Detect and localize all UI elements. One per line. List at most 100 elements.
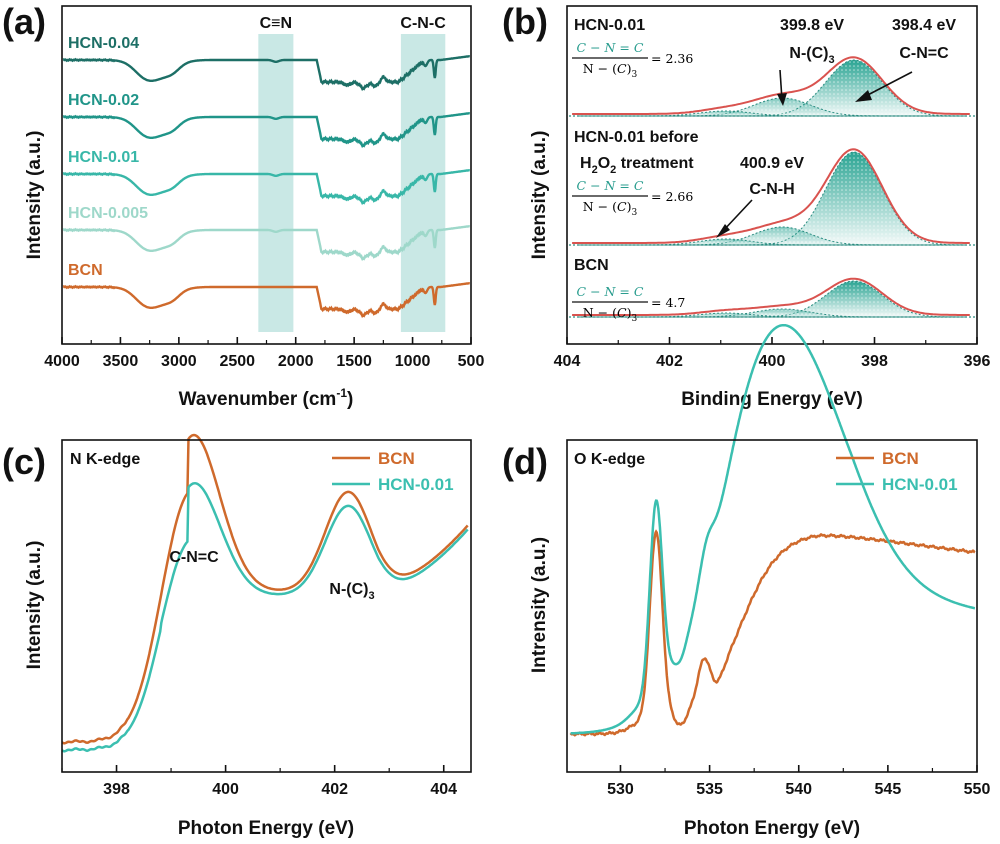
b-ratio-value-0: = 2.36 <box>651 51 693 66</box>
nk-line-hcn-0.01 <box>61 481 469 753</box>
b-ratio-numerator-0: C − N = C <box>577 40 644 55</box>
panel-d-xtick-label-3: 545 <box>875 781 902 798</box>
panel-a-label: (a) <box>2 1 46 42</box>
panel-c-frame <box>61 439 472 773</box>
b-peak-label-1: N-(C)3 <box>789 45 834 66</box>
ftir-series-label-3: HCN-0.005 <box>68 205 148 222</box>
panel-c-xtick-label-0: 398 <box>103 781 130 798</box>
d-legend-label-1: HCN-0.01 <box>882 475 958 494</box>
panel-d-xtick-label-4: 550 <box>964 781 991 798</box>
ftir-line-hcn-0.04 <box>62 55 470 92</box>
panel-c-xtick-label-2: 402 <box>321 781 348 798</box>
b-h: H <box>580 155 592 172</box>
b-peak-value-2: 400.9 eV <box>740 155 804 172</box>
c-legend-label-0: BCN <box>378 449 415 468</box>
b-arrowhead-1 <box>777 93 787 106</box>
b-arrowhead-0 <box>855 90 872 102</box>
xps-envelope-1 <box>572 148 970 244</box>
panel-d: (d) 530 535 540 545 550 O K-edge BCN HCN-0.01… <box>502 323 991 839</box>
b-h-sub: 2 <box>592 164 598 176</box>
panel-c-xtick-label-1: 400 <box>212 781 239 798</box>
b-peak-value-0: 398.4 eV <box>892 17 956 34</box>
panel-d-label: (d) <box>502 441 548 482</box>
panel-c: (c) 398 400 402 404 N K-edge C-N=C N-(C)3 B… <box>2 433 472 839</box>
ftir-series-label-1: HCN-0.02 <box>68 92 139 109</box>
panel-a-xlabel-tail: ) <box>347 389 353 410</box>
panel-a-xtick-label-0: 4000 <box>44 353 80 370</box>
ftir-line-hcn-0.02 <box>62 112 470 149</box>
c-legend-label-1: HCN-0.01 <box>378 475 454 494</box>
ftir-series-label-0: HCN-0.04 <box>68 35 139 52</box>
panel-a-xtick-label-4: 2000 <box>278 353 314 370</box>
panel-d-title: O K-edge <box>574 451 645 468</box>
panel-c-ylabel: Intensity (a.u.) <box>24 541 45 670</box>
b-o: O <box>598 155 610 172</box>
panel-b-ylabel: Intensity (a.u.) <box>529 131 550 260</box>
shaded-region-0 <box>258 34 294 332</box>
ftir-series-label-2: HCN-0.01 <box>68 149 139 166</box>
panel-b-xtick-label-1: 402 <box>656 353 683 370</box>
b-ratio-value-1: = 2.66 <box>651 189 693 204</box>
xps-envelope-2 <box>572 277 970 316</box>
panel-b-label: (b) <box>502 1 548 42</box>
b-ratio-value-2: = 4.7 <box>651 295 685 310</box>
ftir-line-bcn <box>62 282 470 319</box>
ftir-series-label-4: BCN <box>68 262 103 279</box>
panel-a-xtick-label-1: 3500 <box>103 353 139 370</box>
panel-a-xtick-label-2: 3000 <box>161 353 197 370</box>
panel-d-ylabel: Intrensity (a.u.) <box>529 537 550 673</box>
b-peak-label-1-main: N-(C) <box>789 45 828 62</box>
panel-c-title: N K-edge <box>70 451 140 468</box>
b-ratio-denominator-2: N − (C)3 <box>583 305 638 324</box>
panel-a-xlabel: Wavenumber (cm-1) <box>179 386 354 410</box>
b-ratio-numerator-2: C − N = C <box>577 284 644 299</box>
b-treatment: treatment <box>616 155 694 172</box>
shaded-region-1 <box>400 34 446 332</box>
b-series-name-1-line2: H2O2 treatment <box>580 155 694 176</box>
b-peak-label-0: C-N=C <box>899 45 949 62</box>
c-annotation-0: C-N=C <box>169 549 219 566</box>
b-peak-label-2: C-N-H <box>749 181 794 198</box>
ftir-line-hcn-0.005 <box>62 225 470 262</box>
panel-a-xtick-label-6: 1000 <box>395 353 431 370</box>
nk-line-bcn <box>61 433 469 745</box>
panel-a-ylabel: Intensity (a.u.) <box>24 131 45 260</box>
ok-line-hcn-0.01 <box>570 323 976 735</box>
panel-c-xtick-label-3: 404 <box>430 781 457 798</box>
panel-b-xtick-label-0: 404 <box>554 353 581 370</box>
panel-d-frame <box>566 439 978 773</box>
b-arrowhead-2 <box>716 224 730 238</box>
panel-a-xtick-label-7: 500 <box>458 353 485 370</box>
c-annotation-1: N-(C)3 <box>329 581 374 602</box>
xps-envelope-0 <box>572 56 970 115</box>
ftir-line-hcn-0.01 <box>62 169 470 206</box>
panel-d-xtick-label-1: 535 <box>696 781 723 798</box>
panel-a: (a) C≡N C-N-C HCN-0.04 HCN-0.02 HCN-0.01 HCN… <box>2 1 484 410</box>
b-arrow-0 <box>861 71 913 99</box>
shaded-region-label-1: C-N-C <box>400 15 446 32</box>
b-o-sub: 2 <box>610 164 616 176</box>
b-peak-label-1-sub: 3 <box>828 54 834 66</box>
panel-a-xtick-label-5: 1500 <box>336 353 372 370</box>
b-peak-value-1: 399.8 eV <box>780 17 844 34</box>
b-series-name-0: HCN-0.01 <box>574 17 645 34</box>
panel-a-xtick-label-3: 2500 <box>219 353 255 370</box>
panel-c-label: (c) <box>2 441 46 482</box>
panel-a-xlabel-main: Wavenumber (cm <box>179 389 337 410</box>
panel-b-xtick-label-4: 396 <box>964 353 991 370</box>
ok-line-bcn <box>569 529 976 737</box>
b-ratio-numerator-1: C − N = C <box>577 178 644 193</box>
panel-a-xlabel-sup: -1 <box>336 386 347 400</box>
c-annotation-1-main: N-(C) <box>329 581 368 598</box>
panel-c-xlabel: Photon Energy (eV) <box>178 818 354 839</box>
panel-b-xtick-label-3: 398 <box>861 353 888 370</box>
c-annotation-1-sub: 3 <box>368 590 374 602</box>
shaded-region-label-0: C≡N <box>260 15 292 32</box>
panel-d-xtick-label-0: 530 <box>607 781 634 798</box>
panel-b-xlabel: Binding Energy (eV) <box>681 389 863 410</box>
d-legend-label-0: BCN <box>882 449 919 468</box>
b-ratio-denominator-1: N − (C)3 <box>583 199 638 218</box>
panel-d-xtick-label-2: 540 <box>785 781 812 798</box>
panel-b: (b) 404 402 400 398 396 HCN-0.01 399.8 eV N-… <box>502 1 990 410</box>
